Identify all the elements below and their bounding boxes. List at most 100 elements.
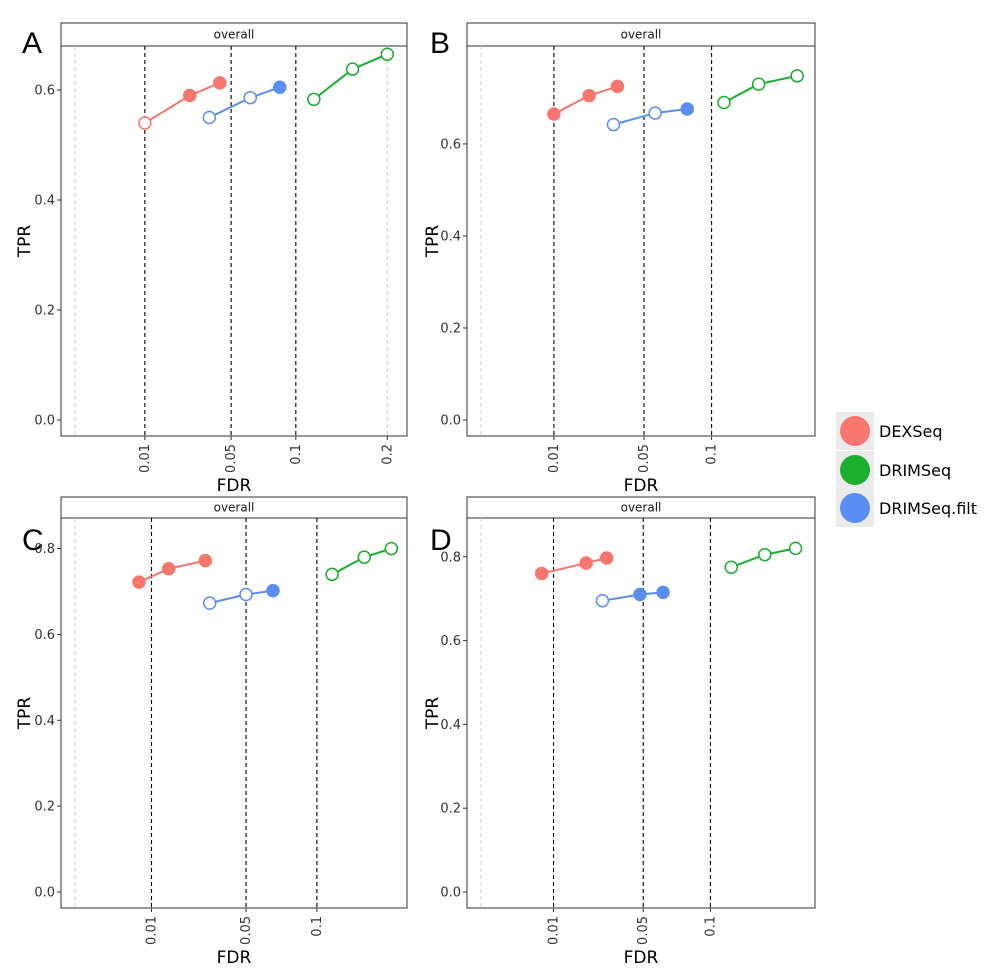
y-tick-label: 0.8 [34, 542, 55, 557]
series-drimseq [307, 47, 395, 107]
x-tick-label: 0.05 [637, 444, 652, 473]
series-dexseq [547, 79, 625, 121]
x-tick-label: 0.2 [380, 444, 395, 465]
data-point [380, 47, 395, 61]
y-tick-label: 0.0 [34, 886, 55, 901]
plot-area [466, 45, 816, 437]
legend-swatch [840, 493, 870, 523]
data-point [202, 596, 217, 610]
data-point [680, 102, 694, 116]
data-point [758, 547, 772, 562]
data-point [606, 117, 621, 132]
data-point [751, 77, 766, 91]
y-tick-label: 0.4 [440, 229, 461, 244]
legend-item-drimseq-filt: DRIMSeq.filt [836, 489, 977, 527]
y-tick-label: 0.6 [440, 137, 461, 152]
y-tick-label: 0.4 [440, 718, 461, 733]
legend-label: DRIMSeq [879, 461, 951, 480]
strip-label: overall [214, 501, 255, 515]
x-tick-label: 0.1 [289, 444, 304, 465]
legend-item-drimseq: DRIMSeq [836, 451, 951, 489]
data-point [202, 110, 217, 125]
plot-area [60, 45, 408, 437]
legend-label: DRIMSeq.filt [879, 499, 977, 518]
legend-item-dexseq: DEXSeq [836, 412, 943, 450]
x-tick-label: 0.01 [138, 444, 153, 473]
x-axis-title: FDR [217, 948, 252, 968]
plot-area [60, 517, 408, 909]
data-point [648, 106, 662, 120]
data-point [357, 550, 372, 564]
data-point [788, 541, 803, 556]
legend-swatch [840, 416, 870, 446]
data-point [595, 594, 610, 608]
data-point [547, 107, 561, 121]
series-drimseq-filt [595, 585, 670, 608]
data-point [239, 587, 253, 602]
data-point [656, 585, 670, 600]
legend-label: DEXSeq [879, 422, 943, 441]
series-dexseq [534, 551, 614, 581]
x-tick-label: 0.1 [705, 444, 720, 465]
y-tick-label: 0.2 [34, 304, 55, 319]
x-tick-label: 0.01 [144, 916, 159, 945]
y-tick-label: 0.4 [34, 714, 55, 729]
y-tick-label: 0.0 [440, 886, 461, 901]
series-drimseq [717, 69, 804, 110]
x-tick-label: 0.05 [224, 444, 239, 473]
y-axis-title: TPR [15, 697, 35, 731]
data-point [307, 92, 321, 107]
data-point [266, 583, 280, 598]
data-point [384, 541, 399, 556]
data-point [534, 566, 549, 581]
data-point [138, 116, 152, 130]
data-point [599, 551, 614, 565]
data-point [243, 90, 258, 105]
y-tick-label: 0.0 [440, 414, 461, 429]
legend-swatch [840, 455, 870, 485]
data-point [724, 560, 739, 574]
strip-label: overall [621, 501, 662, 515]
series-drimseq-filt [202, 80, 287, 125]
series-drimseq-filt [606, 102, 694, 132]
y-tick-label: 0.2 [440, 321, 461, 336]
x-tick-label: 0.01 [547, 444, 562, 473]
x-tick-label: 0.05 [239, 916, 254, 945]
data-point [273, 80, 287, 94]
x-axis-title: FDR [624, 948, 659, 968]
y-tick-label: 0.6 [34, 628, 55, 643]
x-tick-label: 0.1 [310, 916, 325, 937]
x-tick-label: 0.05 [636, 916, 651, 945]
panel-letter: B [430, 27, 450, 60]
data-point [182, 88, 197, 103]
y-tick-label: 0.6 [34, 84, 55, 99]
data-point [633, 587, 647, 602]
y-axis-title: TPR [423, 697, 443, 731]
y-tick-label: 0.4 [34, 194, 55, 209]
panel-letter: C [22, 524, 44, 557]
strip-label: overall [621, 28, 662, 42]
data-point [717, 95, 731, 110]
x-tick-label: 0.1 [703, 916, 718, 937]
data-point [790, 69, 804, 83]
series-drimseq [325, 541, 399, 582]
strip-label: overall [214, 28, 255, 42]
data-point [582, 88, 596, 103]
series-dexseq [138, 76, 227, 130]
plot-area [466, 517, 816, 909]
y-tick-label: 0.6 [440, 634, 461, 649]
y-tick-label: 0.2 [34, 800, 55, 815]
data-point [579, 556, 593, 570]
data-point [132, 575, 146, 589]
data-point [325, 567, 339, 582]
data-point [198, 553, 213, 568]
panel-letter: A [22, 27, 42, 60]
legend: DEXSeq DRIMSeq DRIMSeq.filt [832, 410, 977, 528]
series-dexseq [132, 553, 213, 589]
data-point [213, 76, 227, 90]
series-drimseq [724, 541, 803, 574]
series-drimseq-filt [202, 583, 280, 610]
panel-letter: D [430, 524, 452, 557]
